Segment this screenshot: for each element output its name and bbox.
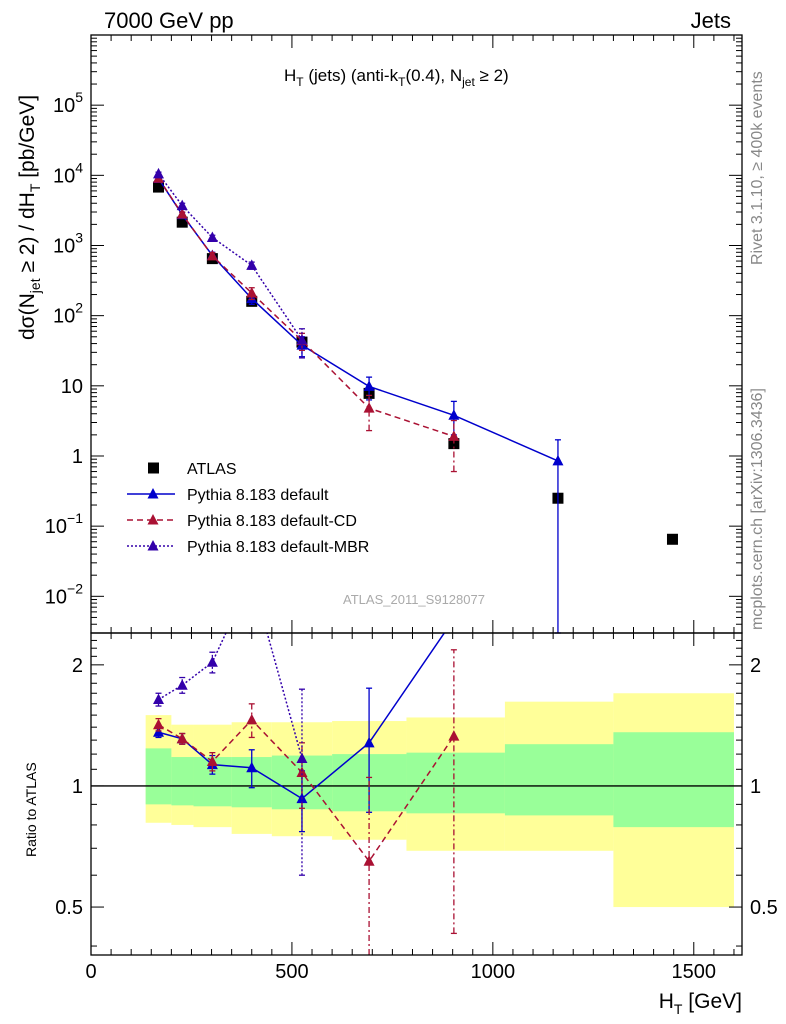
legend-label: Pythia 8.183 default bbox=[187, 487, 329, 504]
ratio-panel: 0.5 0.5 1 1 2 2 0 500 1000 1500 Ratio to ATLAS HT… bbox=[23, 632, 778, 1017]
series-pythia-8-183-default-mbr bbox=[153, 167, 308, 359]
y-tick-label: 105 bbox=[53, 89, 83, 117]
data-point bbox=[246, 259, 258, 270]
y-tick-label: 102 bbox=[53, 300, 83, 328]
data-point bbox=[448, 409, 460, 420]
series-line bbox=[157, 173, 303, 341]
ratio-point bbox=[176, 732, 188, 744]
ratio-point bbox=[246, 761, 258, 773]
ratio-point bbox=[448, 730, 460, 741]
x-tick-label: 1000 bbox=[471, 961, 516, 983]
y-tick-label: 10−2 bbox=[45, 580, 83, 608]
series-line bbox=[157, 177, 455, 438]
mcplots-label: mcplots.cern.ch [arXiv:1306.3436] bbox=[749, 388, 766, 630]
y-tick-label: 1 bbox=[72, 446, 83, 468]
legend-label: Pythia 8.183 default-MBR bbox=[187, 539, 369, 556]
legend-marker bbox=[147, 488, 159, 499]
ratio-y-tick-label: 0.5 bbox=[55, 897, 83, 919]
header-left: 7000 GeV pp bbox=[104, 8, 234, 33]
x-tick-label: 500 bbox=[275, 961, 308, 983]
inner-uncertainty-band bbox=[145, 748, 172, 805]
data-point bbox=[153, 181, 165, 193]
data-point bbox=[153, 167, 165, 179]
y-tick-label: 10 bbox=[61, 376, 83, 398]
ratio-point bbox=[153, 718, 165, 730]
series-pythia-8-183-default-cd bbox=[153, 172, 460, 473]
data-point bbox=[448, 438, 460, 450]
ratio-point bbox=[246, 713, 258, 725]
ratio-point bbox=[363, 855, 375, 866]
data-point bbox=[363, 402, 375, 413]
inner-uncertainty-band bbox=[171, 757, 194, 806]
main-panel: 10−2 10−1 1 10 102 103 104 105 ATLAS Pythia 8.18… bbox=[16, 34, 743, 634]
legend-marker bbox=[147, 514, 159, 525]
main-title: HT (jets) (anti-kT(0.4), Njet ≥ 2) bbox=[284, 66, 509, 89]
data-point bbox=[363, 380, 375, 391]
data-point bbox=[552, 454, 564, 466]
ratio-point bbox=[206, 656, 218, 667]
data-point bbox=[246, 287, 258, 298]
y-tick-label: 10−1 bbox=[45, 510, 83, 538]
data-point bbox=[448, 430, 460, 441]
analysis-label: ATLAS_2011_S9128077 bbox=[343, 592, 485, 607]
x-tick-label: 0 bbox=[85, 961, 96, 983]
data-point bbox=[296, 333, 308, 345]
ratio-y-tick-label-right: 0.5 bbox=[750, 897, 778, 919]
ratio-point bbox=[296, 766, 308, 778]
x-tick-label: 1500 bbox=[672, 961, 717, 983]
ratio-series-pythia-8-183-default-mbr bbox=[153, 633, 308, 876]
data-point bbox=[176, 199, 188, 211]
ratio-y-tick-label-right: 1 bbox=[750, 776, 761, 798]
ratio-y-axis-label: Ratio to ATLAS bbox=[23, 762, 39, 857]
legend-label: ATLAS bbox=[187, 461, 237, 478]
ratio-y-tick-label: 1 bbox=[72, 776, 83, 798]
ratio-point bbox=[296, 752, 308, 764]
inner-uncertainty-band bbox=[504, 744, 614, 816]
ratio-point bbox=[153, 693, 165, 705]
rivet-label: Rivet 3.1.10, ≥ 400k events bbox=[749, 71, 766, 265]
y-tick-label: 104 bbox=[53, 159, 83, 187]
ratio-y-tick-label-right: 2 bbox=[750, 655, 761, 677]
inner-uncertainty-band bbox=[613, 732, 734, 828]
ratio-point bbox=[176, 679, 188, 690]
data-point bbox=[206, 249, 218, 261]
ratio-point bbox=[206, 755, 218, 767]
data-point bbox=[176, 208, 188, 219]
series-line bbox=[157, 178, 559, 462]
legend-marker bbox=[148, 462, 159, 474]
data-point bbox=[666, 533, 678, 545]
data-point bbox=[176, 216, 188, 228]
ratio-frame bbox=[90, 632, 743, 956]
header-right: Jets bbox=[691, 8, 731, 33]
legend-label: Pythia 8.183 default-CD bbox=[187, 513, 357, 530]
x-axis-label: HT [GeV] bbox=[659, 990, 742, 1017]
ratio-y-tick-label: 2 bbox=[72, 655, 83, 677]
main-y-axis-label: dσ(Njet ≥ 2) / dHT [pb/GeV] bbox=[16, 95, 43, 340]
legend-marker bbox=[147, 540, 159, 551]
data-point bbox=[206, 231, 218, 242]
ratio-point bbox=[363, 736, 375, 748]
legend: ATLAS Pythia 8.183 default Pythia 8.183 de… bbox=[127, 461, 369, 556]
y-tick-label: 103 bbox=[53, 229, 83, 257]
